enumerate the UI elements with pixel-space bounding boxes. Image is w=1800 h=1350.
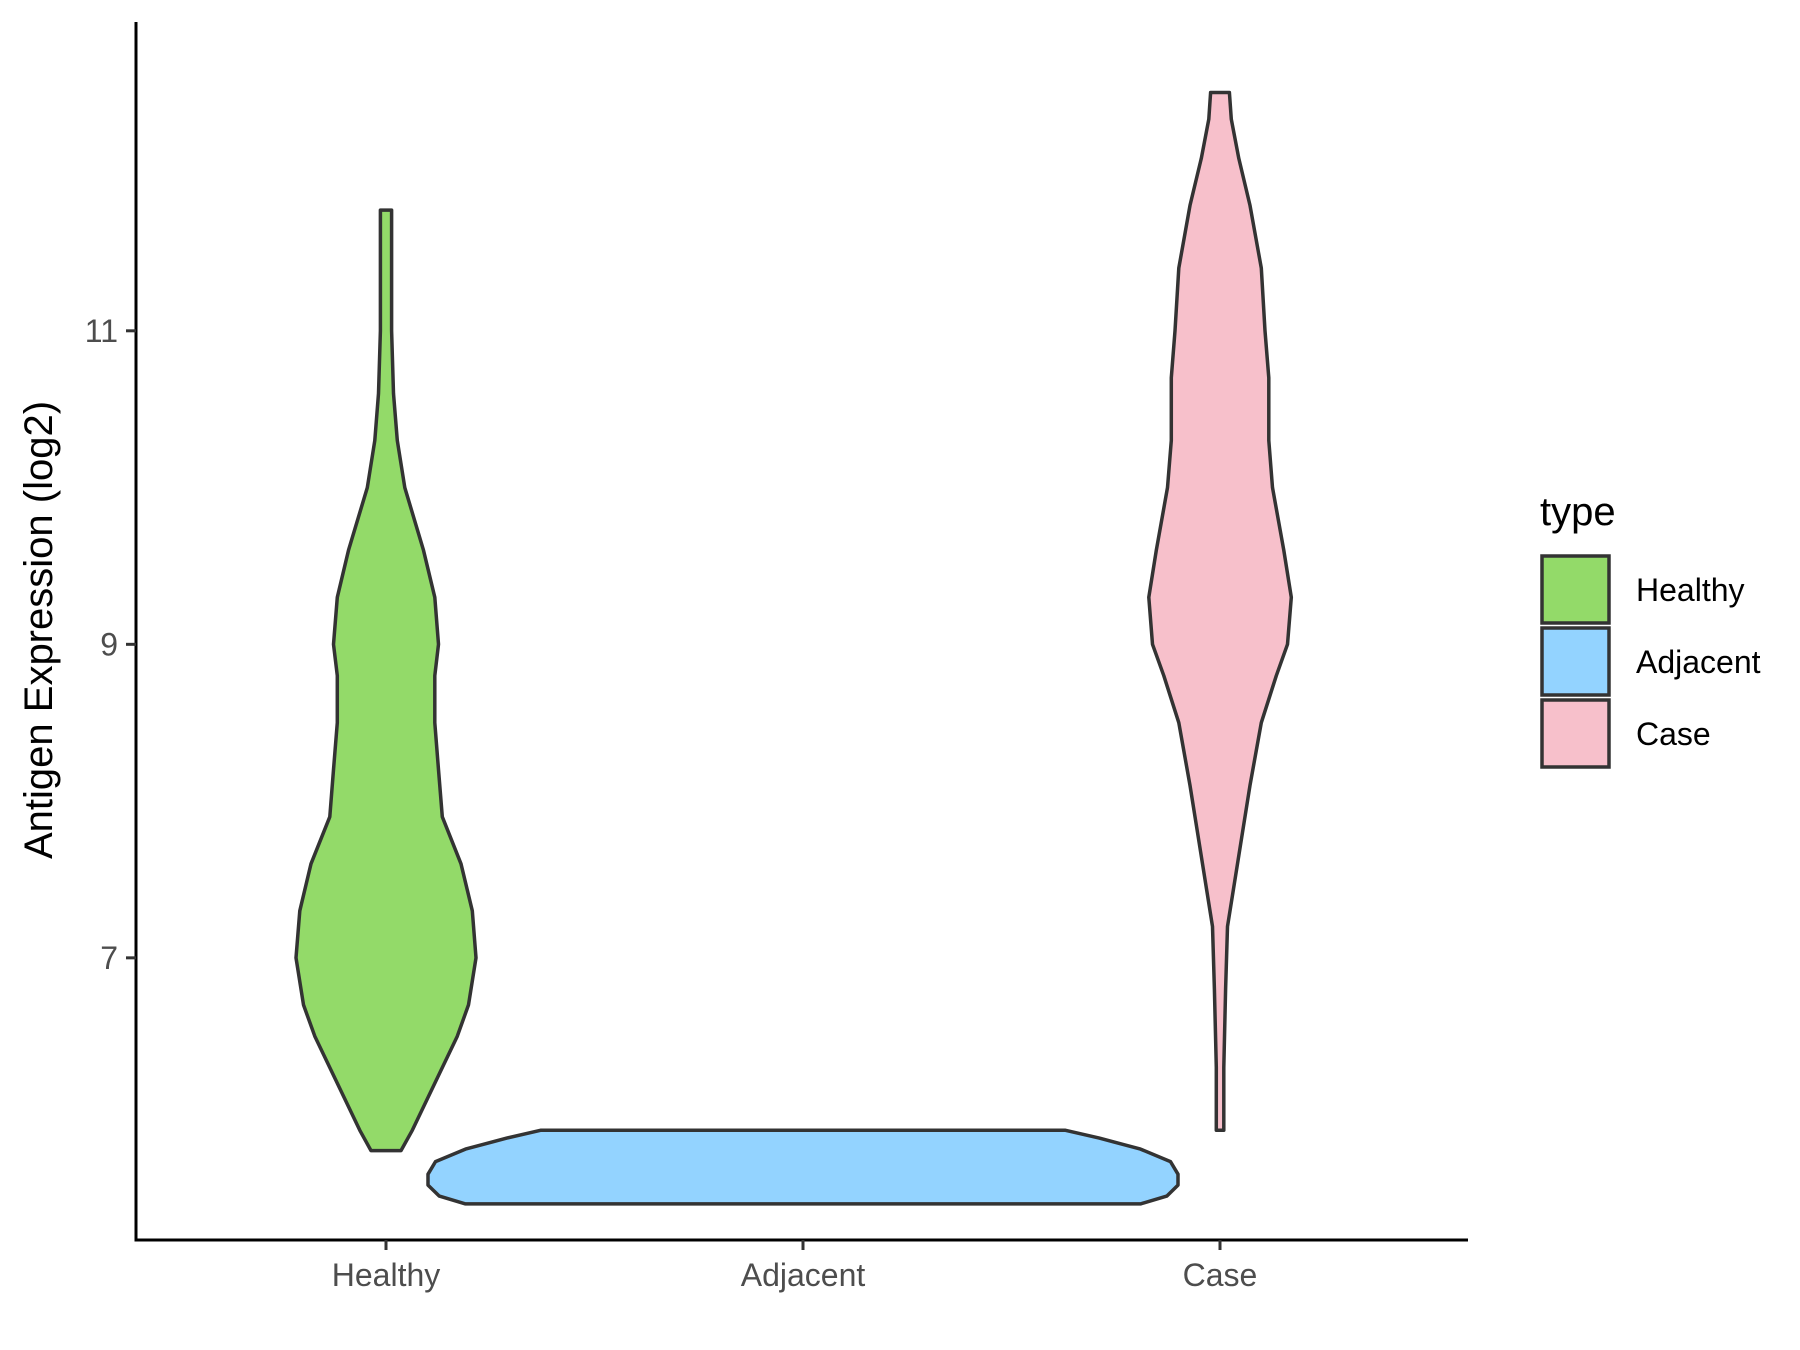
x-tick-label: Adjacent bbox=[741, 1257, 866, 1293]
legend-swatch-healthy bbox=[1540, 554, 1611, 625]
legend-label-case: Case bbox=[1636, 716, 1711, 752]
x-tick-label: Healthy bbox=[332, 1257, 441, 1293]
violin-adjacent bbox=[426, 1128, 1180, 1206]
y-axis-title: Antigen Expression (log2) bbox=[17, 401, 61, 859]
legend-swatch-adjacent bbox=[1540, 626, 1611, 697]
violin-case bbox=[1147, 90, 1294, 1133]
x-axis-ticks: Healthy Adjacent Case bbox=[332, 1240, 1258, 1293]
legend-swatch-case bbox=[1540, 698, 1611, 769]
x-tick-label: Case bbox=[1183, 1257, 1258, 1293]
y-tick-label: 7 bbox=[100, 940, 118, 976]
y-tick-label: 11 bbox=[85, 313, 118, 349]
legend-label-healthy: Healthy bbox=[1636, 572, 1745, 608]
legend-title: type bbox=[1540, 490, 1616, 534]
violin-layer bbox=[294, 90, 1294, 1206]
legend-label-adjacent: Adjacent bbox=[1636, 644, 1761, 680]
y-axis-ticks: 7 9 11 bbox=[85, 313, 136, 976]
y-tick-label: 9 bbox=[100, 626, 118, 662]
violin-healthy bbox=[294, 208, 478, 1153]
legend: Healthy Adjacent Case bbox=[1540, 554, 1761, 769]
